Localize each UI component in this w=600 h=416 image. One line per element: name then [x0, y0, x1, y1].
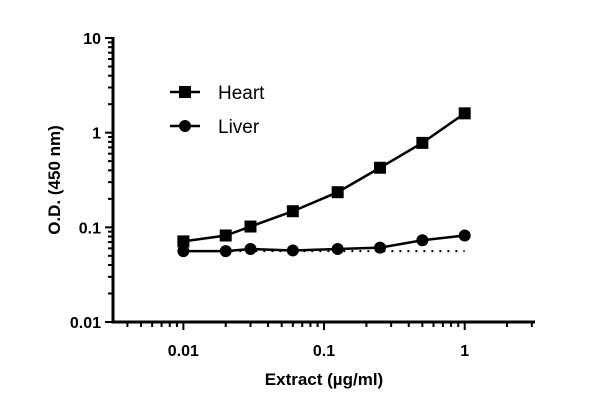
y-axis-label: O.D. (450 nm) [45, 125, 64, 235]
x-tick-label: 0.1 [313, 343, 335, 360]
data-point-heart [331, 186, 344, 199]
data-point-liver [374, 241, 387, 254]
data-point-liver [458, 229, 471, 242]
data-point-liver [286, 244, 299, 257]
legend-label-heart: Heart [218, 83, 265, 104]
data-point-liver [331, 243, 344, 256]
data-point-liver [416, 234, 429, 247]
data-point-heart [416, 136, 429, 149]
data-point-heart [458, 107, 471, 120]
y-tick-label: 1 [92, 126, 101, 143]
y-tick-label: 10 [83, 31, 101, 48]
data-point-heart [286, 205, 299, 218]
x-tick-label: 0.01 [168, 343, 199, 360]
data-point-heart [177, 235, 190, 248]
y-tick-label: 0.1 [79, 220, 101, 237]
x-tick-label: 1 [460, 343, 469, 360]
legend-marker-liver [179, 120, 191, 132]
data-point-liver [177, 245, 190, 258]
data-point-heart [374, 161, 387, 174]
y-tick-label: 0.01 [70, 315, 101, 332]
data-point-liver [219, 245, 232, 258]
data-point-heart [244, 220, 257, 233]
legend-label-liver: Liver [218, 117, 260, 138]
legend-marker-heart [179, 86, 191, 98]
data-point-liver [244, 243, 257, 256]
data-point-heart [219, 229, 232, 242]
x-axis-label: Extract (µg/ml) [265, 370, 383, 389]
